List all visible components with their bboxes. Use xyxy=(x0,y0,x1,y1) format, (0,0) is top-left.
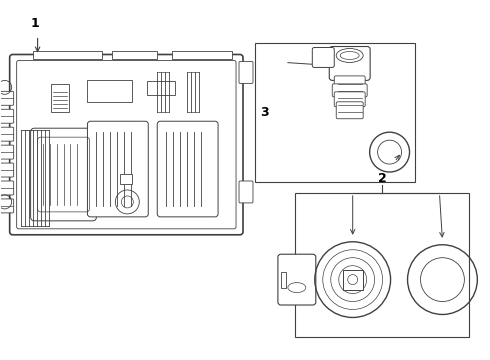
FancyBboxPatch shape xyxy=(334,76,365,89)
Bar xyxy=(343,270,363,289)
FancyBboxPatch shape xyxy=(0,109,14,123)
Bar xyxy=(33,51,102,59)
FancyBboxPatch shape xyxy=(0,91,14,105)
Text: 1: 1 xyxy=(30,17,39,30)
Bar xyxy=(147,81,175,95)
Ellipse shape xyxy=(336,49,363,62)
FancyBboxPatch shape xyxy=(0,145,14,159)
FancyBboxPatch shape xyxy=(336,102,363,119)
FancyBboxPatch shape xyxy=(312,48,334,67)
FancyBboxPatch shape xyxy=(10,54,243,235)
FancyBboxPatch shape xyxy=(278,254,316,305)
FancyBboxPatch shape xyxy=(0,127,14,141)
FancyBboxPatch shape xyxy=(0,199,14,213)
FancyBboxPatch shape xyxy=(332,84,367,97)
Text: 2: 2 xyxy=(378,172,387,185)
Bar xyxy=(112,51,157,59)
FancyBboxPatch shape xyxy=(87,121,148,217)
FancyBboxPatch shape xyxy=(329,46,370,80)
Ellipse shape xyxy=(340,51,359,59)
FancyBboxPatch shape xyxy=(157,121,218,217)
Bar xyxy=(255,42,415,182)
Text: 3: 3 xyxy=(260,106,269,119)
Bar xyxy=(87,80,132,102)
Bar xyxy=(121,174,132,184)
Ellipse shape xyxy=(288,283,306,293)
Ellipse shape xyxy=(108,122,147,152)
Bar xyxy=(295,193,469,337)
FancyBboxPatch shape xyxy=(0,181,14,195)
Bar xyxy=(172,51,232,59)
FancyBboxPatch shape xyxy=(0,163,14,177)
FancyBboxPatch shape xyxy=(239,181,253,203)
FancyBboxPatch shape xyxy=(334,92,365,107)
FancyBboxPatch shape xyxy=(239,62,253,84)
FancyBboxPatch shape xyxy=(30,128,97,221)
Bar xyxy=(281,272,286,288)
Bar xyxy=(50,84,69,112)
